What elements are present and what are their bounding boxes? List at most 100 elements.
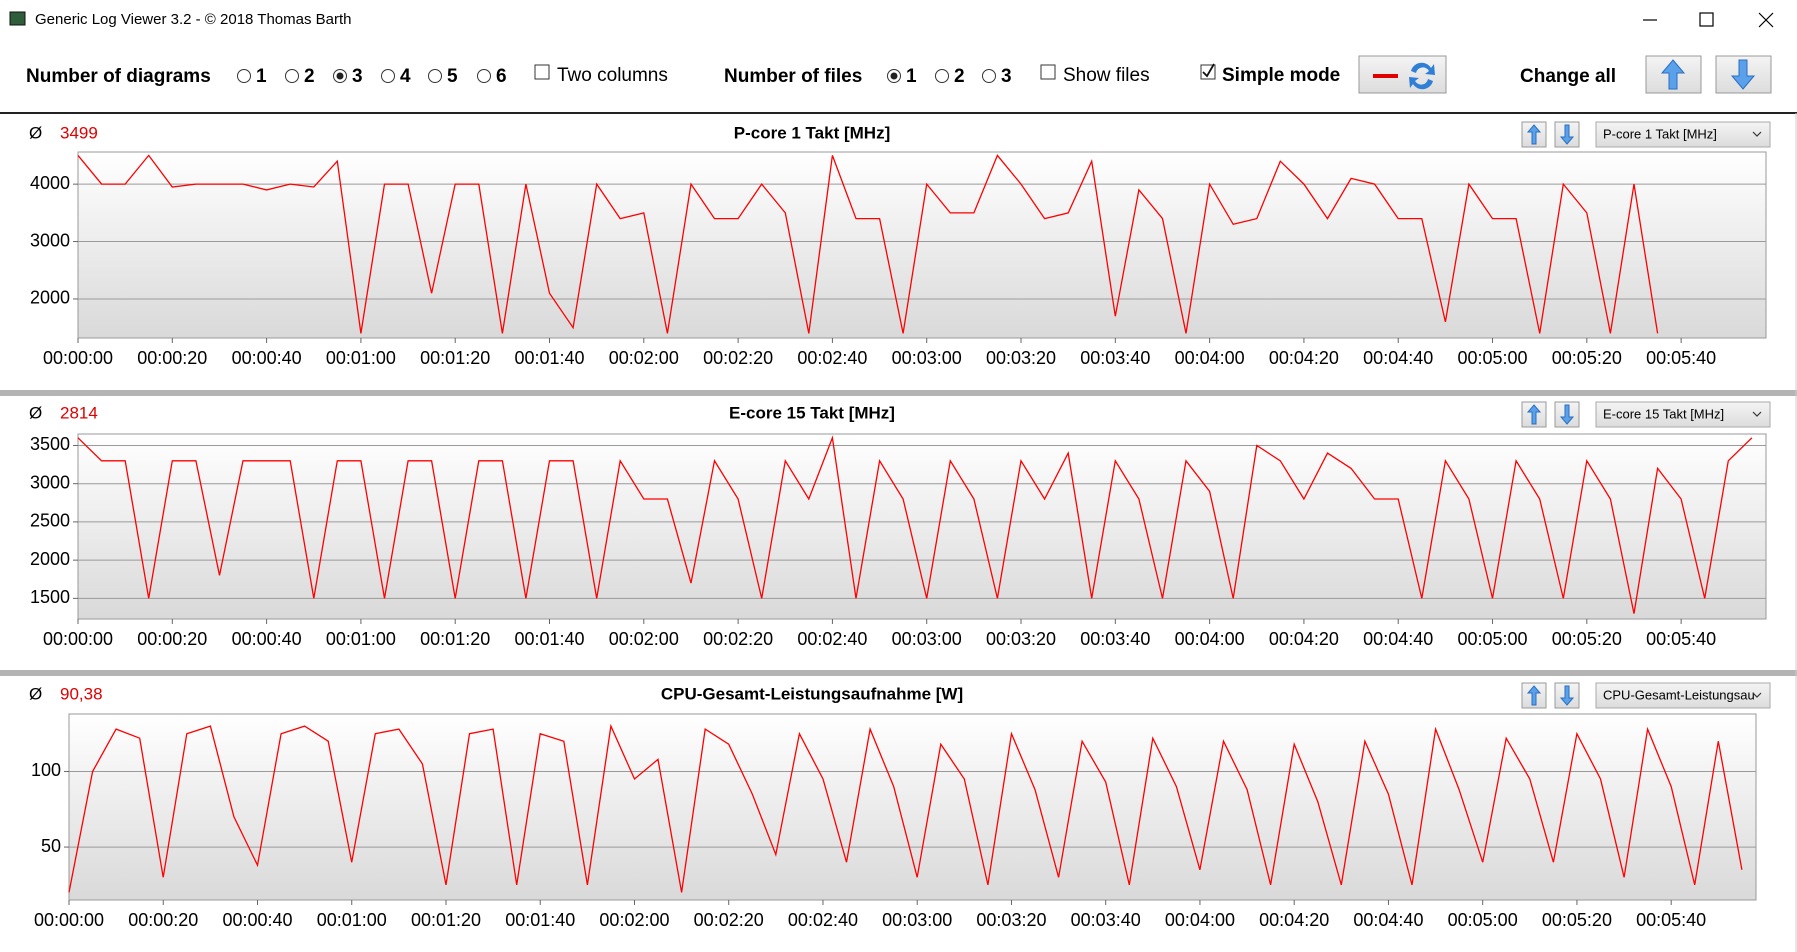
x-tick-label: 00:04:40 — [1353, 910, 1423, 930]
y-tick-label: 3000 — [30, 472, 70, 492]
radio-label: 4 — [400, 66, 411, 87]
x-tick-label: 00:02:00 — [599, 910, 669, 930]
series-dropdown[interactable] — [1595, 121, 1771, 148]
x-tick-label: 00:01:20 — [411, 910, 481, 930]
simple-mode-label: Simple mode — [1222, 65, 1340, 86]
x-tick-label: 00:04:00 — [1175, 629, 1245, 649]
radio-dot — [336, 72, 344, 80]
radio-button[interactable] — [285, 69, 299, 83]
x-tick-label: 00:00:00 — [34, 910, 104, 930]
data-line — [68, 723, 1743, 893]
up-arrow-icon — [1526, 404, 1542, 425]
x-tick-label: 00:05:20 — [1542, 910, 1612, 930]
diagrams-label: Number of diagrams — [26, 66, 211, 87]
x-tick-label: 00:03:20 — [986, 629, 1056, 649]
radio-button[interactable] — [237, 69, 251, 83]
x-tick-label: 00:05:20 — [1552, 348, 1622, 368]
x-tick-label: 00:03:00 — [882, 910, 952, 930]
show-files-checkbox[interactable] — [1040, 64, 1056, 80]
x-tick-label: 00:01:00 — [317, 910, 387, 930]
x-tick-label: 00:05:40 — [1646, 348, 1716, 368]
average-symbol: Ø — [29, 403, 42, 422]
y-tick-label: 100 — [31, 760, 61, 780]
down-arrow-icon — [1559, 404, 1575, 425]
x-tick-label: 00:03:40 — [1080, 348, 1150, 368]
maximize-button[interactable] — [1699, 12, 1714, 27]
x-tick-label: 00:05:00 — [1457, 348, 1527, 368]
x-tick-label: 00:04:20 — [1269, 348, 1339, 368]
radio-button[interactable] — [477, 69, 491, 83]
dropdown-arrow — [1752, 692, 1762, 698]
down-arrow-icon — [1559, 124, 1575, 145]
average-symbol: Ø — [29, 684, 42, 703]
radio-button[interactable] — [935, 69, 949, 83]
x-tick-label: 00:05:00 — [1448, 910, 1518, 930]
x-tick-label: 00:02:40 — [788, 910, 858, 930]
x-tick-label: 00:02:20 — [694, 910, 764, 930]
y-tick-label: 50 — [41, 836, 61, 856]
x-tick-label: 00:03:20 — [976, 910, 1046, 930]
change-all-label: Change all — [1520, 66, 1616, 87]
x-tick-label: 00:01:00 — [326, 629, 396, 649]
radio-label: 3 — [1001, 66, 1012, 87]
radio-label: 6 — [496, 66, 507, 87]
plot-area — [77, 433, 1767, 620]
x-tick-label: 00:00:00 — [43, 348, 113, 368]
x-tick-label: 00:01:40 — [514, 348, 584, 368]
up-arrow-icon — [1526, 124, 1542, 145]
close-button[interactable] — [1758, 12, 1774, 28]
series-dropdown[interactable] — [1595, 682, 1771, 709]
x-tick-label: 00:03:00 — [892, 629, 962, 649]
two-columns-checkbox[interactable] — [534, 64, 550, 80]
data-line — [77, 154, 1659, 334]
x-tick-label: 00:02:20 — [703, 629, 773, 649]
check-mark — [1202, 63, 1215, 78]
dropdown-text: P-core 1 Takt [MHz] — [1603, 126, 1717, 141]
x-tick-label: 00:01:20 — [420, 348, 490, 368]
x-tick-label: 00:03:00 — [892, 348, 962, 368]
x-tick-label: 00:03:20 — [986, 348, 1056, 368]
plot-area — [68, 713, 1757, 901]
average-value: 3499 — [60, 123, 98, 142]
radio-button[interactable] — [381, 69, 395, 83]
y-tick-label: 2000 — [30, 549, 70, 569]
radio-button[interactable] — [428, 69, 442, 83]
dropdown-arrow — [1752, 411, 1762, 417]
x-tick-label: 00:04:40 — [1363, 629, 1433, 649]
series-dropdown[interactable] — [1595, 401, 1771, 428]
x-tick-label: 00:02:00 — [609, 629, 679, 649]
panel-separator — [0, 390, 1797, 396]
x-tick-label: 00:02:00 — [609, 348, 679, 368]
radio-button[interactable] — [982, 69, 996, 83]
x-tick-label: 00:04:20 — [1269, 629, 1339, 649]
show-files-label: Show files — [1063, 65, 1150, 86]
x-tick-label: 00:01:40 — [505, 910, 575, 930]
file-radios: 1 2 3 — [887, 66, 1012, 87]
y-tick-label: 2500 — [30, 511, 70, 531]
x-tick-label: 00:05:40 — [1636, 910, 1706, 930]
down-arrow-icon — [1559, 685, 1575, 706]
x-tick-label: 00:00:20 — [137, 629, 207, 649]
x-tick-label: 00:02:40 — [797, 348, 867, 368]
x-tick-label: 00:01:40 — [514, 629, 584, 649]
radio-label: 5 — [447, 66, 458, 87]
panel-separator — [0, 670, 1797, 676]
x-tick-label: 00:01:00 — [326, 348, 396, 368]
y-tick-label: 3500 — [30, 434, 70, 454]
dropdown-text: E-core 15 Takt [MHz] — [1603, 406, 1724, 421]
x-tick-label: 00:00:40 — [232, 629, 302, 649]
radio-label: 1 — [906, 66, 917, 87]
x-tick-label: 00:05:00 — [1457, 629, 1527, 649]
plot-area — [77, 151, 1767, 339]
x-tick-label: 00:02:40 — [797, 629, 867, 649]
x-tick-label: 00:03:40 — [1080, 629, 1150, 649]
x-tick-label: 00:04:00 — [1175, 348, 1245, 368]
up-arrow-icon — [1660, 59, 1686, 90]
data-line — [77, 435, 1753, 614]
up-arrow-icon — [1526, 685, 1542, 706]
radio-dot — [890, 72, 898, 80]
x-tick-label: 00:02:20 — [703, 348, 773, 368]
x-tick-label: 00:04:20 — [1259, 910, 1329, 930]
x-tick-label: 00:03:40 — [1071, 910, 1141, 930]
